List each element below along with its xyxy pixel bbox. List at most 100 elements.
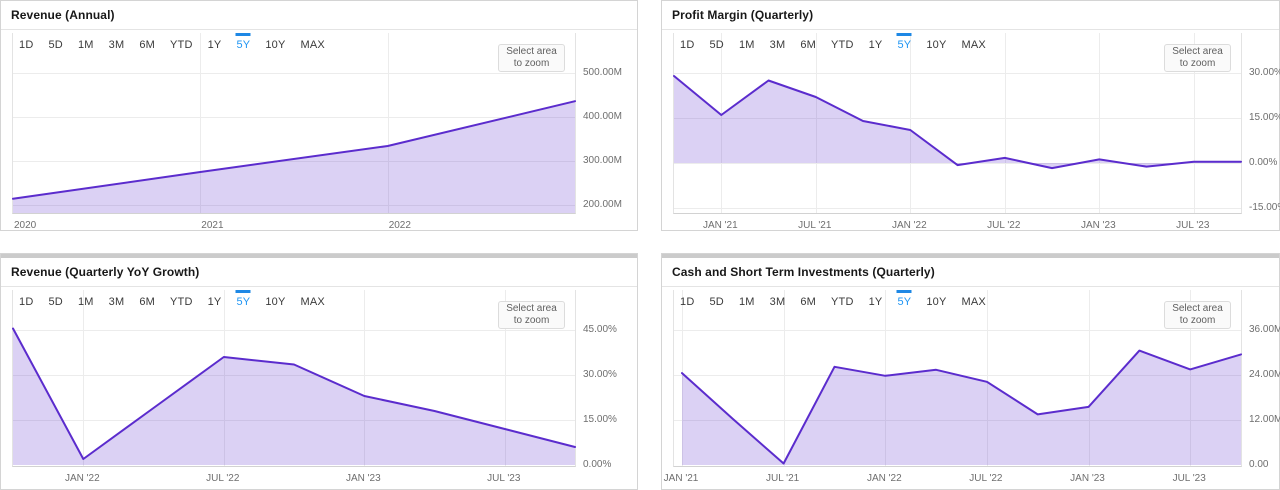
gridline	[674, 208, 1241, 209]
range-button-max[interactable]: MAX	[300, 296, 325, 308]
y-axis-label: 24.00M	[1249, 369, 1280, 380]
gridline	[13, 161, 575, 162]
x-axis-label: JAN '22	[64, 473, 100, 484]
series-svg	[12, 100, 576, 213]
y-axis-label: 0.00%	[583, 459, 612, 470]
range-button-3m[interactable]: 3M	[769, 39, 786, 51]
range-button-ytd[interactable]: YTD	[831, 296, 854, 308]
range-button-5d[interactable]: 5D	[709, 39, 724, 51]
range-button-5y[interactable]: 5Y	[236, 296, 251, 308]
y-axis-label: -15.00%	[1249, 202, 1280, 213]
y-axis-label: 500.00M	[583, 67, 622, 78]
range-button-6m[interactable]: 6M	[800, 39, 816, 51]
gridline	[674, 330, 1241, 331]
range-button-1y[interactable]: 1Y	[868, 39, 883, 51]
gridline	[674, 163, 1241, 164]
series-area	[13, 328, 575, 465]
range-button-3m[interactable]: 3M	[769, 296, 786, 308]
panel-profit-margin: Profit Margin (Quarterly) 1D 5D 1M 3M 6M YTD 1…	[661, 0, 1280, 231]
select-area-to-zoom-button[interactable]: Select area to zoom	[1164, 301, 1231, 329]
range-button-1d[interactable]: 1D	[19, 296, 34, 308]
range-button-5y[interactable]: 5Y	[236, 39, 251, 51]
range-button-5d[interactable]: 5D	[48, 296, 63, 308]
gridline	[83, 290, 85, 466]
y-axis-label: 0.00	[1249, 459, 1269, 470]
x-axis-label: JUL '21	[765, 473, 800, 484]
y-axis-label: 200.00M	[583, 199, 622, 210]
series-line	[673, 75, 1242, 170]
range-button-3m[interactable]: 3M	[108, 296, 125, 308]
y-axis-label: 400.00M	[583, 111, 622, 122]
range-button-1m[interactable]: 1M	[77, 39, 94, 51]
gridline	[910, 33, 912, 213]
select-area-to-zoom-button[interactable]: Select area to zoom	[498, 301, 565, 329]
plot-area[interactable]	[12, 33, 576, 214]
gridline	[674, 118, 1241, 119]
plot-area[interactable]	[12, 290, 576, 467]
gridline	[13, 117, 575, 118]
range-button-10y[interactable]: 10Y	[926, 39, 947, 51]
panel-title: Revenue (Quarterly YoY Growth)	[1, 258, 637, 287]
range-button-1m[interactable]: 1M	[738, 296, 755, 308]
range-button-6m[interactable]: 6M	[139, 296, 155, 308]
y-axis-label: 15.00%	[583, 414, 617, 425]
select-area-to-zoom-button[interactable]: Select area to zoom	[498, 44, 565, 72]
range-button-1y[interactable]: 1Y	[207, 39, 222, 51]
range-button-max[interactable]: MAX	[300, 39, 325, 51]
panel-cash-investments: Cash and Short Term Investments (Quarter…	[661, 253, 1280, 490]
range-button-1y[interactable]: 1Y	[868, 296, 883, 308]
panel-top-bar	[1, 254, 637, 258]
range-button-10y[interactable]: 10Y	[926, 296, 947, 308]
series-line	[681, 349, 1242, 465]
y-axis-label: 12.00M	[1249, 414, 1280, 425]
panel-title: Cash and Short Term Investments (Quarter…	[662, 258, 1279, 287]
series-line	[12, 100, 576, 200]
range-selector: 1D 5D 1M 3M 6M YTD 1Y 5Y 10Y MAX	[19, 296, 325, 308]
gridline	[1190, 290, 1192, 466]
plot-area[interactable]	[673, 290, 1242, 467]
range-button-6m[interactable]: 6M	[139, 39, 155, 51]
range-button-10y[interactable]: 10Y	[265, 296, 286, 308]
x-axis-label: JAN '22	[866, 473, 902, 484]
gridline	[13, 375, 575, 376]
series-area	[13, 101, 575, 213]
panel-top-bar	[662, 254, 1279, 258]
chart-revenue-annual: 1D 5D 1M 3M 6M YTD 1Y 5Y 10Y MAX Select area to zoo…	[1, 30, 637, 231]
range-button-ytd[interactable]: YTD	[170, 296, 193, 308]
gridline	[1193, 33, 1195, 213]
x-axis-label: JUL '22	[969, 473, 1003, 484]
gridline	[783, 290, 785, 466]
panel-revenue-yoy-growth: Revenue (Quarterly YoY Growth) 1D 5D 1M 3M 6…	[0, 253, 638, 490]
x-axis-label: 2020	[14, 220, 37, 231]
range-button-5y[interactable]: 5Y	[897, 296, 912, 308]
range-button-1m[interactable]: 1M	[77, 296, 94, 308]
range-button-1d[interactable]: 1D	[680, 296, 695, 308]
gridline	[1088, 290, 1090, 466]
panel-title: Profit Margin (Quarterly)	[662, 1, 1279, 30]
x-axis-label: 2022	[388, 220, 411, 231]
range-button-1m[interactable]: 1M	[738, 39, 755, 51]
gridline	[200, 33, 202, 213]
range-button-10y[interactable]: 10Y	[265, 39, 286, 51]
gridline	[682, 290, 683, 466]
range-button-max[interactable]: MAX	[961, 39, 986, 51]
chart-revenue-yoy-growth: 1D 5D 1M 3M 6M YTD 1Y 5Y 10Y MAX Select area to zoo…	[1, 287, 637, 490]
range-button-1y[interactable]: 1Y	[207, 296, 222, 308]
range-button-3m[interactable]: 3M	[108, 39, 125, 51]
range-button-6m[interactable]: 6M	[800, 296, 816, 308]
range-button-1d[interactable]: 1D	[680, 39, 695, 51]
x-axis-label: JUL '22	[987, 220, 1021, 231]
plot-area[interactable]	[673, 33, 1242, 214]
range-button-5y[interactable]: 5Y	[897, 39, 912, 51]
range-button-ytd[interactable]: YTD	[831, 39, 854, 51]
range-button-max[interactable]: MAX	[961, 296, 986, 308]
range-button-5d[interactable]: 5D	[48, 39, 63, 51]
range-button-1d[interactable]: 1D	[19, 39, 34, 51]
select-area-to-zoom-button[interactable]: Select area to zoom	[1164, 44, 1231, 72]
x-axis-label: JUL '23	[1176, 220, 1210, 231]
gridline	[387, 33, 389, 213]
y-axis-label: 36.00M	[1249, 324, 1280, 335]
series-area	[682, 350, 1241, 465]
range-button-5d[interactable]: 5D	[709, 296, 724, 308]
range-button-ytd[interactable]: YTD	[170, 39, 193, 51]
